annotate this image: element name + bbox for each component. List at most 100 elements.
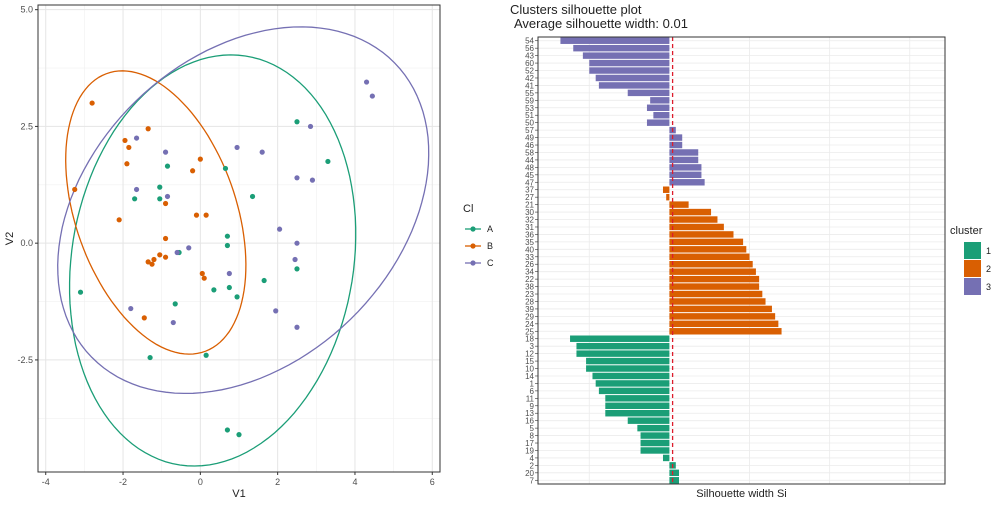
y-tick-label: 36 — [525, 230, 534, 239]
y-tick-label: 45 — [525, 171, 534, 180]
y-tick-label: 57 — [525, 126, 534, 135]
ellipse-C — [57, 26, 430, 395]
y-tick-label: 46 — [525, 141, 534, 150]
point-B — [190, 168, 196, 174]
legend-label-1: 1 — [986, 246, 991, 256]
y-tick-label: 15 — [525, 357, 534, 366]
point-C — [309, 177, 316, 183]
y-tick-label: 6 — [530, 387, 535, 396]
x-tick-label: -4 — [42, 477, 50, 487]
y-tick-label: 59 — [525, 96, 534, 105]
legend-label-2: 2 — [986, 264, 991, 274]
bar-40 — [669, 246, 747, 253]
y-tick-label: 58 — [525, 148, 534, 157]
silhouette-legend-title: cluster — [950, 225, 983, 237]
point-A — [234, 294, 240, 300]
point-B — [157, 252, 163, 258]
bar-8 — [640, 432, 670, 439]
point-C — [259, 149, 265, 155]
y-tick-label: 30 — [525, 208, 534, 217]
legend-key-point-A — [470, 226, 476, 232]
bar-25 — [669, 328, 782, 335]
bar-50 — [646, 119, 670, 126]
bar-45 — [669, 171, 702, 179]
bar-44 — [669, 156, 699, 164]
bar-28 — [669, 298, 766, 305]
y-tick-label: 18 — [525, 335, 534, 344]
y-tick-label: 40 — [525, 245, 534, 254]
point-A — [226, 284, 232, 291]
point-B — [145, 126, 151, 132]
bar-56 — [573, 44, 670, 52]
bar-3 — [576, 342, 670, 350]
y-tick-label: 19 — [525, 446, 534, 455]
bar-4 — [662, 454, 670, 462]
point-C — [294, 324, 300, 330]
point-C — [307, 123, 314, 130]
bar-43 — [582, 52, 670, 59]
point-A — [157, 196, 163, 202]
y-tick-label: 2 — [530, 461, 535, 470]
point-A — [224, 242, 231, 249]
y-tick-label: 17 — [525, 439, 534, 448]
x-axis-title: V1 — [232, 488, 245, 500]
point-C — [276, 226, 283, 232]
legend-key-point-B — [470, 243, 476, 249]
bar-16 — [627, 417, 670, 424]
bar-38 — [669, 283, 760, 290]
point-B — [141, 315, 147, 321]
y-tick-label: 21 — [525, 201, 534, 210]
point-C — [174, 249, 180, 256]
bar-19 — [640, 447, 670, 454]
point-B — [162, 200, 169, 207]
y-tick-label: 38 — [525, 283, 534, 292]
y-tick-label: 26 — [525, 260, 534, 269]
y-tick-label: 31 — [525, 223, 534, 232]
legend-key-point-C — [470, 260, 476, 266]
bar-41 — [598, 82, 670, 89]
y-tick-label: 37 — [525, 186, 534, 195]
point-B — [199, 270, 205, 277]
point-B — [89, 100, 95, 106]
point-B — [201, 275, 207, 281]
bar-34 — [669, 268, 756, 275]
bar-51 — [653, 112, 670, 119]
y-tick-label: 49 — [525, 134, 534, 143]
y-tick-label: 9 — [530, 402, 535, 411]
y-tick-label: 53 — [525, 104, 534, 113]
y-axis-title: V2 — [4, 232, 16, 245]
point-B — [72, 186, 78, 193]
y-tick-label: 12 — [525, 350, 534, 359]
y-tick-label: 0.0 — [20, 238, 33, 248]
legend-label-3: 3 — [986, 282, 991, 292]
y-tick-label: 2.5 — [20, 121, 33, 131]
y-tick-label: 25 — [525, 327, 534, 336]
bar-18 — [570, 335, 670, 342]
y-tick-label: 23 — [525, 290, 534, 299]
point-B — [126, 144, 132, 151]
plot-border — [37, 4, 441, 473]
point-C — [128, 305, 134, 312]
point-A — [224, 427, 231, 433]
y-tick-label: 42 — [525, 74, 534, 83]
y-tick-label: 29 — [525, 312, 534, 321]
point-A — [294, 266, 300, 272]
y-tick-label: 8 — [530, 432, 535, 441]
bar-54 — [560, 37, 670, 44]
point-A — [203, 352, 209, 358]
x-tick-label: 0 — [198, 477, 203, 487]
y-tick-label: 5 — [530, 424, 535, 433]
bar-29 — [669, 313, 776, 320]
bar-59 — [650, 97, 670, 104]
point-C — [369, 93, 375, 99]
point-A — [157, 184, 163, 190]
bar-6 — [598, 387, 670, 395]
y-tick-label: 51 — [525, 111, 534, 120]
silhouette-plot: 5456436052424155595351505749465844484547… — [525, 36, 991, 500]
bar-21 — [669, 201, 689, 208]
bar-37 — [662, 186, 670, 193]
point-C — [273, 308, 279, 314]
point-A — [261, 277, 267, 284]
y-tick-label: 24 — [525, 320, 534, 329]
point-A — [249, 193, 256, 200]
